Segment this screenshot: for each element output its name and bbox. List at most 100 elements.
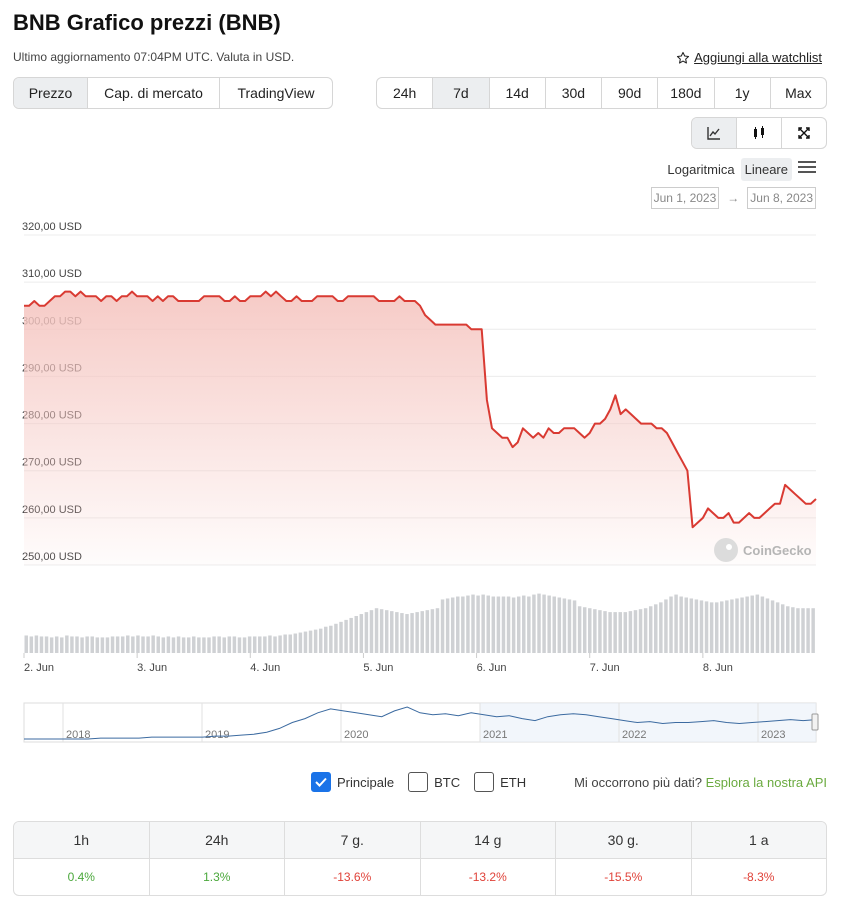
volume-bar	[161, 637, 166, 653]
volume-bar	[318, 628, 323, 653]
tab-market-cap[interactable]: Cap. di mercato	[88, 78, 220, 108]
volume-bar	[308, 630, 313, 653]
volume-bar	[268, 635, 272, 653]
hamburger-menu-icon[interactable]	[798, 161, 816, 175]
volume-bar	[186, 637, 191, 653]
volume-bar	[105, 637, 110, 653]
scale-log-option[interactable]: Logaritmica	[667, 162, 735, 177]
candlestick-icon	[754, 126, 764, 139]
volume-bar	[593, 609, 597, 653]
volume-bar	[623, 612, 628, 653]
volume-bar	[633, 610, 638, 653]
volume-bar	[476, 595, 480, 653]
volume-bar	[491, 596, 496, 653]
volume-bar	[273, 636, 277, 653]
volume-bar	[435, 608, 440, 653]
volume-bar	[638, 609, 643, 653]
coingecko-watermark: CoinGecko	[714, 538, 812, 562]
checkbox-btc[interactable]: BTC	[408, 772, 460, 792]
line-chart-icon	[707, 127, 720, 140]
volume-bar	[674, 594, 678, 653]
x-tick-label: 2. Jun	[24, 662, 54, 674]
volume-bar	[552, 596, 556, 653]
price-area	[24, 291, 816, 565]
volume-bar	[217, 636, 221, 653]
volume-bar	[684, 597, 688, 653]
volume-bar	[400, 613, 404, 653]
volume-bar	[735, 598, 739, 653]
volume-bar	[420, 611, 424, 653]
volume-bar	[603, 611, 607, 653]
fullscreen-button[interactable]	[782, 118, 826, 148]
range-7d[interactable]: 7d	[433, 78, 490, 108]
perf-header-24h: 24h	[150, 822, 285, 858]
last-updated-text: Ultimo aggiornamento 07:04PM UTC. Valuta…	[13, 50, 295, 64]
volume-bar	[745, 596, 749, 653]
volume-bar	[689, 598, 694, 653]
volume-bar	[60, 637, 64, 653]
volume-bar	[410, 613, 414, 653]
volume-bar	[374, 608, 379, 653]
volume-bar	[740, 597, 744, 653]
volume-bar	[486, 595, 490, 653]
volume-bar	[405, 614, 409, 653]
api-link[interactable]: Esplora la nostra API	[705, 775, 827, 790]
date-from-input[interactable]: Jun 1, 2023	[650, 187, 720, 209]
watchlist-link[interactable]: Aggiungi alla watchlist	[676, 50, 822, 65]
volume-bar	[334, 623, 338, 653]
range-24h[interactable]: 24h	[377, 78, 434, 108]
volume-bar	[156, 636, 160, 653]
range-180d[interactable]: 180d	[658, 78, 715, 108]
volume-bar	[207, 637, 211, 653]
navigator-tick-label: 2023	[761, 729, 785, 741]
checkbox-eth[interactable]: ETH	[474, 772, 526, 792]
volume-bar	[801, 608, 805, 653]
range-30d[interactable]: 30d	[546, 78, 602, 108]
tab-tradingview[interactable]: TradingView	[237, 85, 315, 101]
volume-bar	[516, 596, 521, 653]
navigator-chart[interactable]: 2018 2019 2020 2021 2022 2023	[0, 700, 844, 746]
volume-bar	[608, 612, 612, 653]
range-max[interactable]: Max	[785, 85, 812, 101]
volume-bar	[166, 636, 171, 653]
volume-bar	[425, 610, 430, 653]
volume-bar	[806, 608, 810, 653]
volume-bar	[582, 607, 587, 653]
volume-bar	[364, 612, 369, 653]
volume-bar	[532, 594, 536, 653]
volume-bar	[110, 636, 115, 653]
checkbox-principale[interactable]: Principale	[311, 772, 394, 792]
navigator-tick-label: 2021	[483, 729, 507, 741]
volume-bar	[811, 608, 815, 653]
line-chart-button[interactable]	[692, 118, 737, 148]
volume-bar	[765, 598, 770, 653]
volume-bar	[450, 597, 455, 653]
range-14d[interactable]: 14d	[490, 78, 546, 108]
volume-bar	[136, 635, 140, 653]
perf-value-7d: -13.6%	[285, 859, 421, 895]
y-tick-label: 320,00 USD	[22, 221, 82, 233]
volume-bar	[54, 636, 59, 653]
volume-bar	[791, 607, 795, 653]
chart-type-tabs: Prezzo Cap. di mercato TradingView	[13, 77, 333, 109]
volume-bar	[654, 604, 658, 653]
range-1y[interactable]: 1y	[715, 78, 771, 108]
volume-bar	[461, 596, 465, 653]
candlestick-button[interactable]	[737, 118, 782, 148]
volume-bar	[379, 609, 384, 653]
volume-bar	[44, 636, 49, 653]
volume-bar	[390, 611, 394, 653]
range-90d[interactable]: 90d	[602, 78, 659, 108]
scale-linear-option[interactable]: Lineare	[740, 158, 792, 181]
tab-prezzo[interactable]: Prezzo	[14, 78, 88, 108]
x-tick-label: 8. Jun	[703, 662, 733, 674]
volume-bar	[694, 599, 699, 653]
volume-bar	[415, 612, 419, 653]
volume-bar	[344, 619, 348, 653]
volume-bar	[252, 636, 257, 653]
volume-bar	[298, 632, 303, 653]
date-to-input[interactable]: Jun 8, 2023	[747, 187, 816, 209]
x-tick-label: 7. Jun	[590, 662, 620, 674]
x-tick-label: 5. Jun	[363, 662, 393, 674]
